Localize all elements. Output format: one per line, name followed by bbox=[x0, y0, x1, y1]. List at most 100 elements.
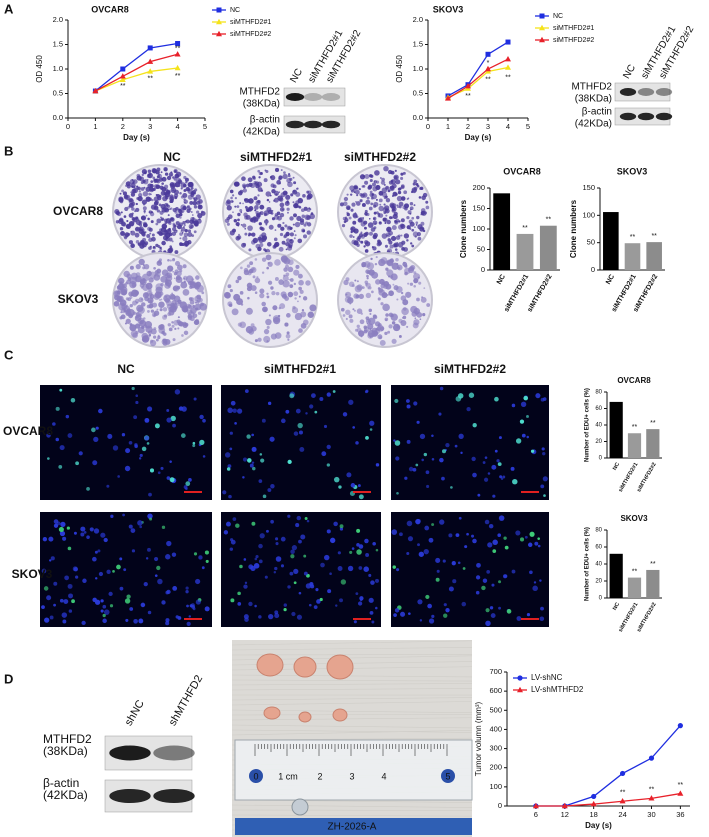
colony bbox=[148, 288, 152, 292]
colony bbox=[386, 219, 391, 225]
nucleus bbox=[418, 551, 425, 557]
nucleus bbox=[129, 607, 134, 611]
nucleus bbox=[441, 476, 445, 481]
colony bbox=[190, 186, 194, 190]
colony bbox=[307, 193, 313, 199]
colony bbox=[172, 338, 176, 342]
colony bbox=[294, 203, 299, 208]
nucleus bbox=[235, 523, 240, 528]
colony bbox=[343, 196, 349, 202]
colony bbox=[138, 228, 144, 234]
colony bbox=[179, 192, 182, 195]
colony bbox=[348, 216, 352, 220]
colony bbox=[282, 188, 284, 190]
nucleus bbox=[62, 619, 67, 624]
marker bbox=[175, 41, 181, 47]
y-tick-label: 50 bbox=[587, 238, 595, 247]
colony bbox=[282, 275, 289, 282]
colony bbox=[138, 190, 142, 193]
colony bbox=[193, 220, 199, 226]
blot-band bbox=[153, 745, 195, 761]
significance: ** bbox=[651, 233, 657, 240]
significance: * bbox=[487, 60, 490, 67]
colony bbox=[370, 227, 376, 232]
colony bbox=[130, 191, 133, 194]
colony bbox=[148, 227, 153, 232]
nucleus bbox=[236, 408, 243, 414]
colony bbox=[394, 169, 397, 172]
colony bbox=[366, 196, 370, 200]
colony bbox=[292, 176, 295, 179]
marker bbox=[648, 795, 655, 801]
colony bbox=[279, 202, 285, 208]
nucleus bbox=[461, 601, 467, 607]
colony bbox=[298, 205, 301, 209]
colony bbox=[386, 269, 394, 277]
colony bbox=[358, 233, 364, 238]
y-tick-label: 150 bbox=[472, 203, 485, 212]
colony bbox=[168, 232, 173, 237]
colony bbox=[278, 197, 284, 202]
nucleus bbox=[329, 572, 332, 576]
nucleus bbox=[413, 401, 418, 406]
colony bbox=[171, 182, 177, 188]
nucleus bbox=[342, 412, 348, 417]
colony bbox=[293, 213, 297, 218]
nucleus bbox=[445, 442, 450, 448]
colony bbox=[258, 176, 261, 179]
nucleus bbox=[303, 571, 308, 576]
nucleus bbox=[300, 534, 306, 540]
cloth-texture bbox=[231, 804, 473, 808]
nucleus bbox=[359, 596, 364, 601]
colony bbox=[400, 218, 405, 223]
x-tick-label: 3 bbox=[148, 122, 152, 131]
x-tick-label: 12 bbox=[561, 810, 569, 819]
nucleus bbox=[202, 455, 206, 458]
nucleus bbox=[415, 518, 421, 525]
colony bbox=[425, 200, 429, 204]
colony bbox=[387, 330, 391, 334]
nucleus bbox=[147, 547, 151, 552]
colony bbox=[129, 265, 134, 270]
nucleus bbox=[128, 440, 133, 445]
colony bbox=[371, 193, 374, 196]
ruler-marker bbox=[249, 769, 263, 783]
nucleus bbox=[169, 477, 175, 483]
significance: ** bbox=[632, 568, 638, 575]
marker bbox=[119, 76, 126, 82]
colony bbox=[364, 226, 367, 230]
nucleus bbox=[172, 423, 176, 428]
nucleus bbox=[313, 605, 318, 610]
nucleus bbox=[457, 561, 461, 565]
colony bbox=[350, 208, 354, 212]
colony bbox=[178, 222, 183, 227]
y-tick-label: 500 bbox=[489, 705, 502, 714]
marker bbox=[619, 770, 626, 777]
colony bbox=[113, 290, 121, 298]
nucleus bbox=[65, 414, 70, 419]
nucleus bbox=[116, 564, 121, 570]
colony bbox=[253, 220, 256, 224]
y-tick-label: 1.5 bbox=[413, 39, 423, 48]
colony bbox=[166, 190, 171, 195]
nucleus bbox=[107, 433, 113, 439]
colony bbox=[361, 185, 364, 188]
colony bbox=[172, 286, 178, 291]
colony bbox=[259, 288, 265, 294]
nucleus bbox=[68, 593, 74, 599]
colony bbox=[342, 314, 346, 317]
nucleus bbox=[232, 517, 237, 521]
colony bbox=[172, 208, 177, 213]
colony bbox=[158, 324, 165, 331]
blot-row-label: (38KDa) bbox=[243, 99, 280, 110]
nucleus bbox=[133, 618, 138, 624]
colony bbox=[123, 194, 129, 200]
colony bbox=[344, 291, 352, 298]
x-tick-label: 18 bbox=[590, 810, 598, 819]
nucleus bbox=[290, 549, 295, 555]
colony bbox=[127, 297, 131, 302]
nucleus bbox=[321, 451, 327, 457]
colony bbox=[365, 292, 372, 299]
colony bbox=[125, 223, 131, 230]
colony bbox=[145, 214, 148, 217]
